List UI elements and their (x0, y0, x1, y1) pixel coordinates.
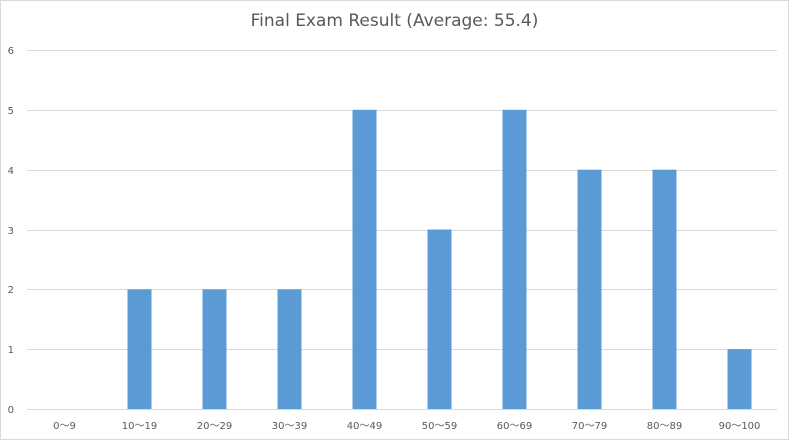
x-tick-label: 90～100 (719, 421, 761, 432)
bar (352, 109, 377, 409)
bar (652, 169, 677, 409)
gridlines (27, 50, 777, 410)
x-tick-label: 60～69 (497, 421, 532, 432)
bars (127, 109, 752, 409)
bar (127, 289, 152, 409)
bar (727, 349, 752, 409)
x-tick-label: 50～59 (422, 421, 457, 432)
bar (277, 289, 302, 409)
y-tick-label: 5 (8, 106, 14, 117)
y-tick-label: 0 (8, 405, 14, 416)
x-tick-label: 80～89 (647, 421, 682, 432)
bar (427, 229, 452, 409)
chart-title: Final Exam Result (Average: 55.4) (250, 11, 539, 31)
y-tick-label: 4 (8, 166, 14, 177)
y-tick-label: 6 (8, 46, 14, 57)
x-tick-label: 30～39 (272, 421, 307, 432)
bar (202, 289, 227, 409)
y-tick-label: 2 (8, 285, 14, 296)
x-tick-label: 40～49 (347, 421, 382, 432)
y-tick-label: 1 (8, 345, 14, 356)
y-tick-label: 3 (8, 226, 14, 237)
y-axis-ticks: 0 1 2 3 4 5 6 (8, 46, 14, 416)
bar (577, 169, 602, 409)
bar (502, 109, 527, 409)
x-tick-label: 10～19 (122, 421, 157, 432)
x-tick-label: 70～79 (572, 421, 607, 432)
x-tick-label: 0～9 (53, 421, 76, 432)
x-tick-label: 20～29 (197, 421, 232, 432)
x-axis-ticks: 0～9 10～19 20～29 30～39 40～49 50～59 60～69 70～79 80… (53, 421, 760, 432)
